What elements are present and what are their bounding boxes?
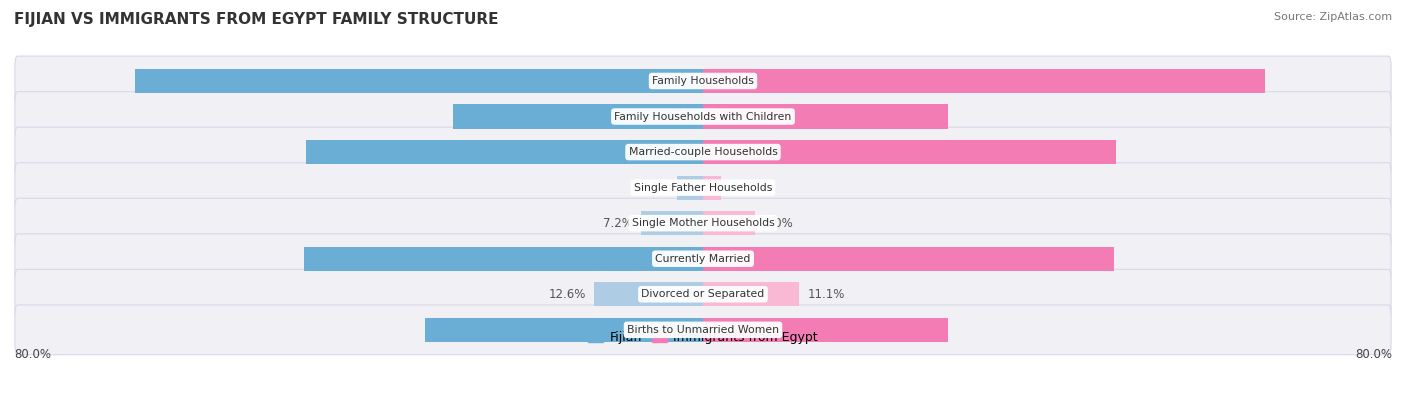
Text: 28.4%: 28.4%	[696, 324, 733, 336]
Text: 65.9%: 65.9%	[673, 75, 710, 87]
Text: 12.6%: 12.6%	[548, 288, 586, 301]
Bar	[703, 140, 1115, 164]
Text: Family Households: Family Households	[652, 76, 754, 86]
Text: Births to Unmarried Women: Births to Unmarried Women	[627, 325, 779, 335]
Text: 47.7%: 47.7%	[696, 252, 733, 265]
FancyBboxPatch shape	[15, 56, 1391, 106]
Text: 28.5%: 28.5%	[696, 110, 733, 123]
Text: FIJIAN VS IMMIGRANTS FROM EGYPT FAMILY STRUCTURE: FIJIAN VS IMMIGRANTS FROM EGYPT FAMILY S…	[14, 12, 499, 27]
Text: Married-couple Households: Married-couple Households	[628, 147, 778, 157]
Text: 6.0%: 6.0%	[763, 217, 793, 229]
Bar	[703, 211, 755, 235]
FancyBboxPatch shape	[15, 92, 1391, 141]
FancyBboxPatch shape	[15, 198, 1391, 248]
Text: 46.1%: 46.1%	[673, 146, 710, 158]
Text: Single Father Households: Single Father Households	[634, 182, 772, 193]
Text: 32.3%: 32.3%	[673, 324, 710, 336]
Bar	[703, 69, 1265, 93]
Text: 46.3%: 46.3%	[673, 252, 710, 265]
Text: 2.1%: 2.1%	[730, 181, 759, 194]
Text: Currently Married: Currently Married	[655, 254, 751, 264]
Text: Family Households with Children: Family Households with Children	[614, 111, 792, 122]
Text: 65.3%: 65.3%	[696, 75, 733, 87]
Bar	[595, 282, 703, 307]
Bar	[678, 175, 703, 200]
Text: Divorced or Separated: Divorced or Separated	[641, 289, 765, 299]
Text: 3.0%: 3.0%	[638, 181, 669, 194]
Text: 80.0%: 80.0%	[14, 348, 51, 361]
Bar	[425, 318, 703, 342]
Text: 47.9%: 47.9%	[696, 146, 733, 158]
Bar	[641, 211, 703, 235]
FancyBboxPatch shape	[15, 163, 1391, 213]
Text: 29.0%: 29.0%	[673, 110, 710, 123]
FancyBboxPatch shape	[15, 269, 1391, 319]
Bar	[307, 140, 703, 164]
Bar	[703, 246, 1114, 271]
Bar	[703, 104, 949, 129]
Bar	[453, 104, 703, 129]
Text: Single Mother Households: Single Mother Households	[631, 218, 775, 228]
Bar	[135, 69, 703, 93]
FancyBboxPatch shape	[15, 305, 1391, 355]
Legend: Fijian, Immigrants from Egypt: Fijian, Immigrants from Egypt	[588, 331, 818, 344]
Bar	[304, 246, 703, 271]
Bar	[703, 318, 948, 342]
FancyBboxPatch shape	[15, 127, 1391, 177]
FancyBboxPatch shape	[15, 234, 1391, 284]
Text: 11.1%: 11.1%	[807, 288, 845, 301]
Bar	[703, 282, 799, 307]
Text: Source: ZipAtlas.com: Source: ZipAtlas.com	[1274, 12, 1392, 22]
Text: 80.0%: 80.0%	[1355, 348, 1392, 361]
Bar	[703, 175, 721, 200]
Text: 7.2%: 7.2%	[603, 217, 633, 229]
